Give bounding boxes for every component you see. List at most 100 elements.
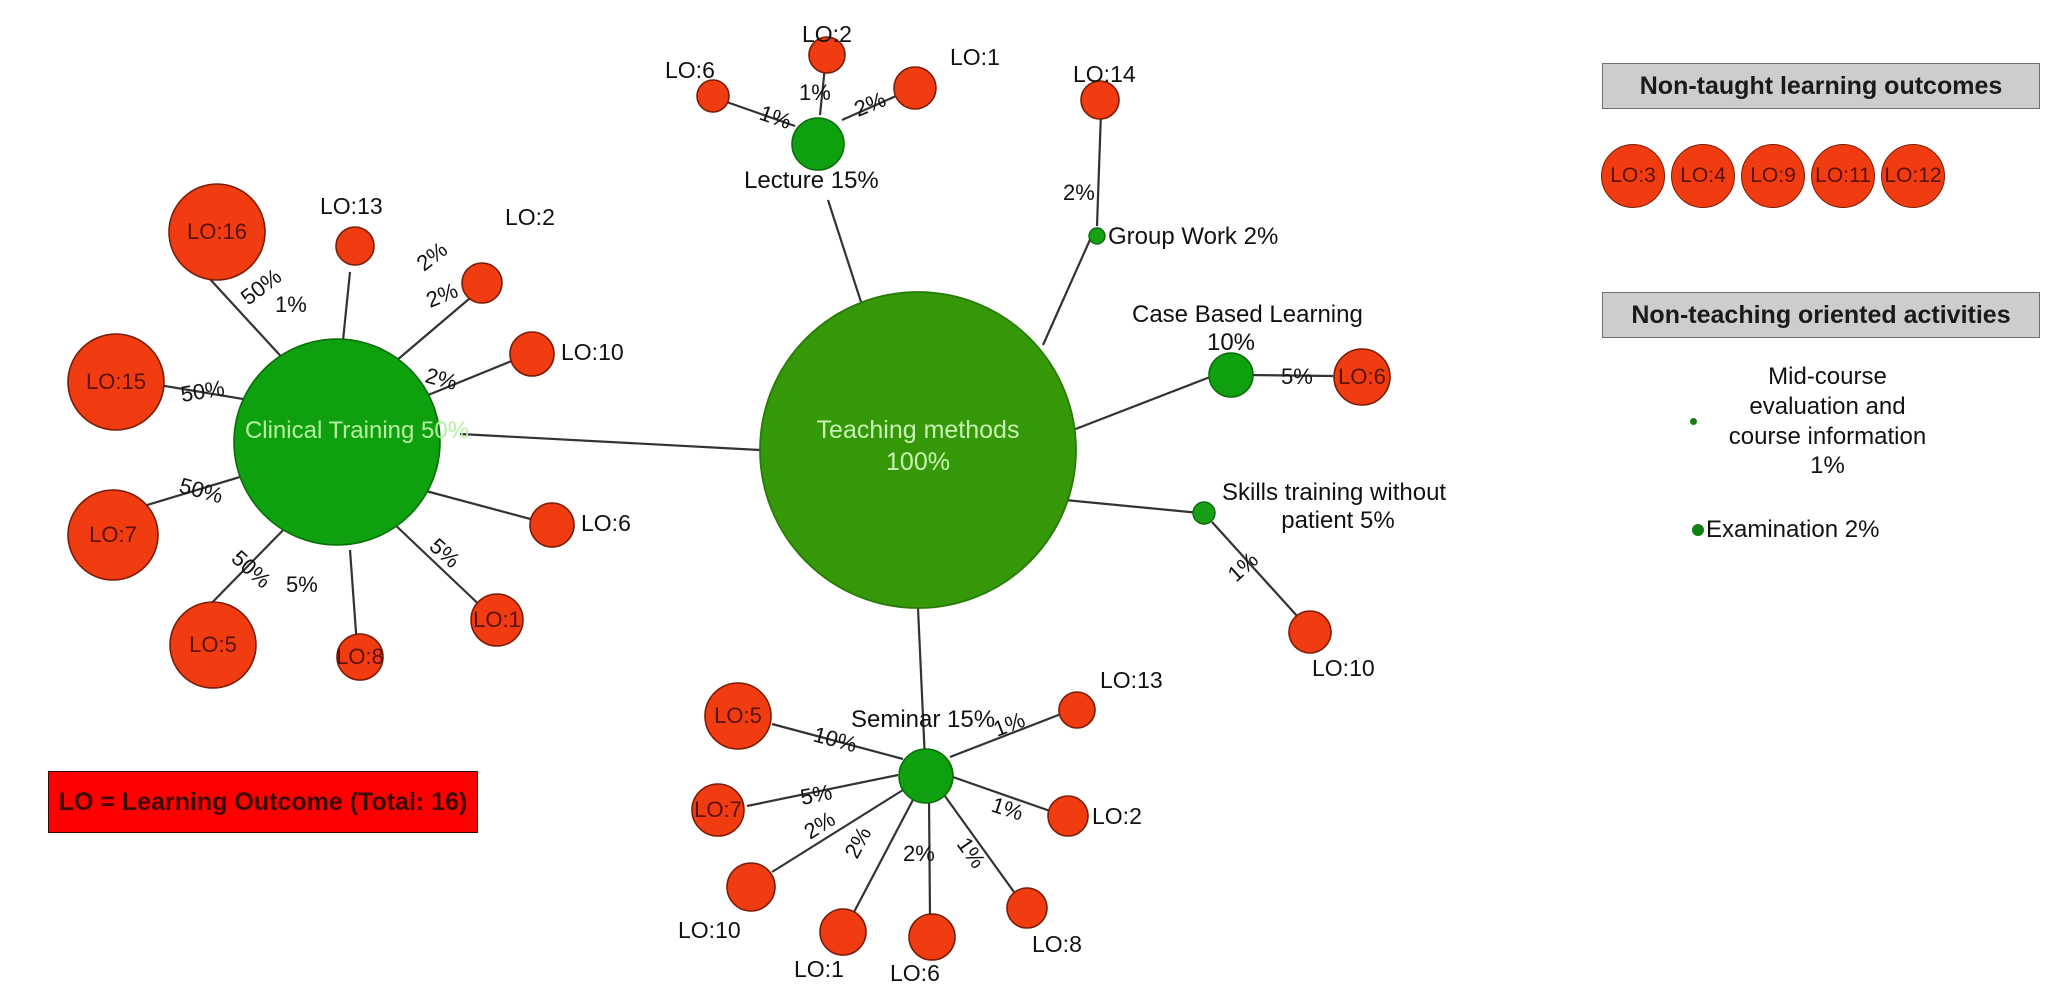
node-seminar-lo1[interactable] (819, 908, 867, 956)
label-seminar-lo6: LO:6 (890, 960, 940, 986)
non-taught-chip-lo12-label: LO:12 (1884, 164, 1942, 187)
edge-seminar-lo7 (746, 773, 899, 808)
pct-seminar-lo2: 1% (988, 792, 1026, 826)
group-work-cluster: LO:14 2% Group Work 2% (1063, 61, 1278, 250)
examination-bullet-icon (1692, 524, 1704, 536)
non-taught-chip-lo4[interactable]: LO:4 (1671, 144, 1735, 208)
midcourse-line2: evaluation and (1749, 392, 1906, 420)
non-taught-chip-lo11[interactable]: LO:11 (1811, 144, 1875, 208)
non-taught-chip-lo11-label: LO:11 (1815, 164, 1871, 187)
node-skills-training[interactable] (1192, 501, 1216, 525)
root-edges (459, 199, 1224, 761)
pct-lecture-lo6: 1% (756, 100, 794, 134)
pct-groupwork-lo14: 2% (1063, 180, 1095, 205)
node-clinical-lo8[interactable] (336, 633, 384, 681)
node-teaching-methods-line1: Teaching methods (817, 416, 1020, 444)
edge-root-lecture (826, 199, 864, 306)
node-lecture-lo2[interactable] (808, 36, 846, 74)
label-skills-line2: patient 5% (1281, 507, 1394, 534)
node-casebased-lo6[interactable] (1333, 348, 1391, 406)
node-lecture-lo6[interactable] (696, 79, 730, 113)
pct-seminar-lo7: 5% (798, 779, 834, 810)
label-lecture-lo6: LO:6 (665, 57, 715, 83)
non-taught-chip-lo9[interactable]: LO:9 (1741, 144, 1805, 208)
pct-seminar-lo10: 2% (799, 806, 839, 844)
edge-casebased-lo6 (1247, 373, 1334, 378)
non-taught-chip-row: LO:3 LO:4 LO:9 LO:11 LO:12 (1601, 144, 1945, 208)
label-seminar-lo5: LO:5 (714, 703, 762, 728)
edge-lecture-lo6 (720, 98, 796, 128)
node-seminar-lo8[interactable] (1006, 887, 1048, 929)
label-seminar: Seminar 15% (851, 706, 995, 733)
pct-lecture-lo2: 1% (799, 80, 831, 105)
label-case-based-line1: Case Based Learning (1132, 301, 1363, 328)
node-clinical-lo16[interactable] (168, 183, 266, 281)
pct-seminar-lo1: 2% (839, 823, 876, 863)
pct-clinical-lo10: 2% (423, 278, 462, 313)
node-clinical-lo5[interactable] (169, 601, 257, 689)
non-teaching-header: Non-teaching oriented activities (1602, 292, 2040, 338)
midcourse-activity[interactable]: Mid-course evaluation and course informa… (1690, 362, 1950, 481)
pct-clinical-lo2: 2% (412, 237, 452, 276)
edge-seminar-lo10 (771, 789, 904, 873)
label-case-based-line2: 10% (1207, 329, 1255, 356)
label-clinical-lo13: LO:13 (320, 193, 383, 219)
label-clinical-lo16: LO:16 (187, 219, 247, 244)
label-clinical-lo6: LO:6 (581, 510, 631, 536)
non-taught-header: Non-taught learning outcomes (1602, 63, 2040, 109)
non-taught-header-text: Non-taught learning outcomes (1639, 71, 2003, 100)
node-seminar[interactable] (898, 748, 954, 804)
label-seminar-lo2: LO:2 (1092, 803, 1142, 829)
pct-clinical-lo1: 5% (425, 533, 465, 573)
node-seminar-lo10[interactable] (726, 862, 776, 912)
label-lecture: Lecture 15% (744, 167, 879, 194)
pct-seminar-lo6: 2% (903, 841, 935, 866)
pct-seminar-lo13: 1% (990, 707, 1029, 742)
label-seminar-lo8: LO:8 (1032, 931, 1082, 957)
node-teaching-methods[interactable] (759, 291, 1077, 609)
pct-clinical-lo8: 5% (286, 572, 318, 597)
edge-seminar-lo8 (941, 791, 1015, 893)
non-taught-chip-lo12[interactable]: LO:12 (1881, 144, 1945, 208)
examination-activity[interactable]: Examination 2% (1692, 516, 1879, 544)
label-clinical-lo10: LO:10 (561, 339, 624, 365)
examination-activity-text: Examination 2% (1706, 516, 1880, 543)
node-lecture-lo1[interactable] (893, 66, 937, 110)
midcourse-line4: 1% (1810, 452, 1845, 480)
node-clinical-lo2[interactable] (461, 262, 503, 304)
node-clinical-training[interactable] (233, 338, 441, 546)
pct-skills-lo10: 1% (1223, 547, 1263, 587)
node-seminar-lo5[interactable] (704, 682, 772, 750)
node-clinical-lo6[interactable] (529, 502, 575, 548)
label-lecture-lo1: LO:1 (950, 44, 1000, 70)
edge-root-casebased (1072, 370, 1224, 432)
label-skills-line1: Skills training without (1222, 479, 1446, 506)
label-seminar-lo1: LO:1 (794, 956, 844, 982)
non-taught-chip-lo9-label: LO:9 (1750, 164, 1796, 187)
node-groupwork-lo14[interactable] (1080, 80, 1120, 120)
node-seminar-lo2[interactable] (1047, 795, 1089, 837)
edge-root-clinical (459, 432, 761, 452)
node-case-based-learning[interactable] (1208, 352, 1254, 398)
node-lecture[interactable] (791, 117, 845, 171)
node-seminar-lo7[interactable] (691, 783, 745, 837)
non-taught-chip-lo3[interactable]: LO:3 (1601, 144, 1665, 208)
node-clinical-lo15[interactable] (67, 333, 165, 431)
label-group-work: Group Work 2% (1108, 223, 1278, 250)
non-taught-chip-lo4-label: LO:4 (1680, 164, 1726, 187)
node-seminar-lo13[interactable] (1058, 691, 1096, 729)
node-skills-lo10[interactable] (1288, 610, 1332, 654)
node-clinical-lo10[interactable] (509, 331, 555, 377)
node-clinical-lo1[interactable] (470, 593, 524, 647)
node-seminar-lo6[interactable] (908, 913, 956, 961)
label-clinical-lo8: LO:8 (336, 644, 384, 669)
edge-skills-lo10 (1211, 521, 1299, 618)
pct-casebased-lo6: 5% (1281, 364, 1313, 389)
edge-root-skills (1064, 498, 1201, 515)
node-clinical-lo7[interactable] (67, 489, 159, 581)
node-group-work[interactable] (1088, 227, 1106, 245)
pct-seminar-lo8: 1% (952, 833, 991, 873)
clinical-training-cluster: Clinical Training 50% LO:16 LO:15 LO:7 L… (67, 183, 631, 689)
node-clinical-training-label: Clinical Training 50% (245, 417, 469, 444)
node-clinical-lo13[interactable] (335, 226, 375, 266)
